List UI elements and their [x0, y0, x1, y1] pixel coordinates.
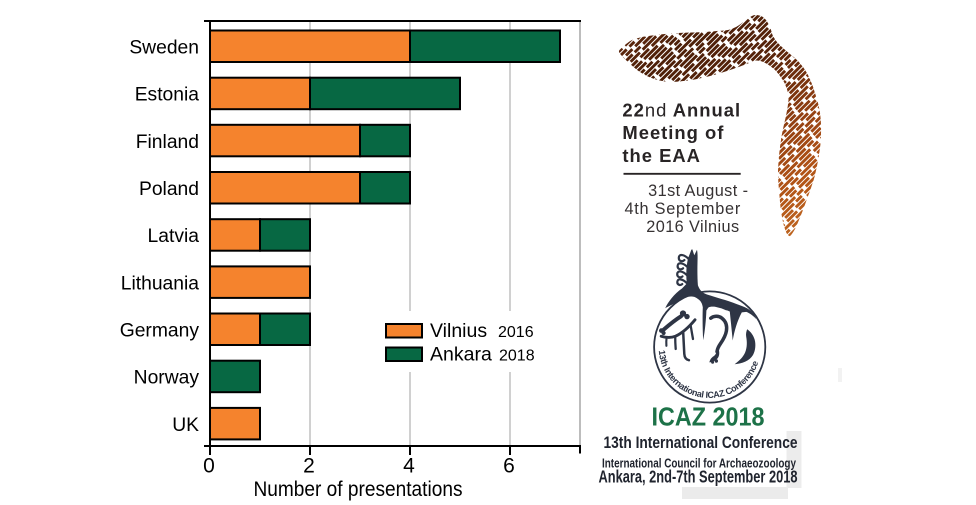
svg-text:Sweden: Sweden [129, 38, 199, 59]
svg-text:Finland: Finland [136, 132, 199, 153]
svg-text:4: 4 [403, 455, 415, 478]
svg-text:2016 Vilnius: 2016 Vilnius [646, 218, 739, 236]
svg-text:13th International Conference: 13th International Conference [604, 433, 798, 452]
svg-text:6: 6 [503, 455, 515, 478]
svg-text:Ankara: Ankara [430, 344, 492, 366]
svg-text:Germany: Germany [120, 321, 200, 342]
svg-text:Norway: Norway [134, 368, 200, 389]
svg-text:the EAA: the EAA [622, 145, 701, 166]
svg-text:Meeting of: Meeting of [622, 122, 724, 143]
svg-text:Number of presentations: Number of presentations [254, 478, 463, 501]
svg-text:31st August -: 31st August - [648, 182, 748, 200]
svg-text:Estonia: Estonia [135, 85, 200, 106]
svg-text:2018: 2018 [499, 348, 535, 365]
svg-text:UK: UK [172, 415, 199, 436]
svg-text:2016: 2016 [498, 324, 534, 341]
svg-text:International Council for Arch: International Council for Archaeozoology [602, 456, 797, 471]
svg-text:4th September: 4th September [624, 200, 741, 218]
svg-text:Vilnius: Vilnius [430, 320, 487, 342]
svg-text:Poland: Poland [139, 179, 199, 200]
svg-text:Lithuania: Lithuania [121, 273, 200, 294]
svg-text:ICAZ 2018: ICAZ 2018 [652, 404, 765, 432]
svg-text:Latvia: Latvia [148, 226, 200, 247]
svg-text:22nd Annual: 22nd Annual [622, 100, 741, 121]
svg-text:2: 2 [303, 455, 315, 478]
svg-text:Ankara, 2nd-7th September 2018: Ankara, 2nd-7th September 2018 [599, 467, 798, 487]
svg-text:0: 0 [203, 455, 215, 478]
